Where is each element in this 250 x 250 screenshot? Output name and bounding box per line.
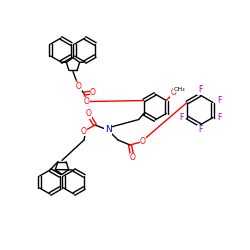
Text: O: O (170, 88, 176, 97)
Text: F: F (217, 96, 221, 105)
Text: F: F (217, 113, 221, 122)
Text: F: F (198, 126, 202, 134)
Text: N: N (104, 126, 112, 134)
Text: O: O (140, 136, 146, 145)
Text: O: O (84, 97, 90, 106)
Text: F: F (198, 86, 202, 94)
Text: O: O (130, 154, 136, 162)
Text: CH₃: CH₃ (174, 87, 185, 92)
Text: O: O (86, 110, 92, 118)
Text: O: O (81, 126, 87, 136)
Text: F: F (179, 113, 183, 122)
Text: O: O (90, 88, 96, 97)
Text: O: O (76, 82, 82, 91)
